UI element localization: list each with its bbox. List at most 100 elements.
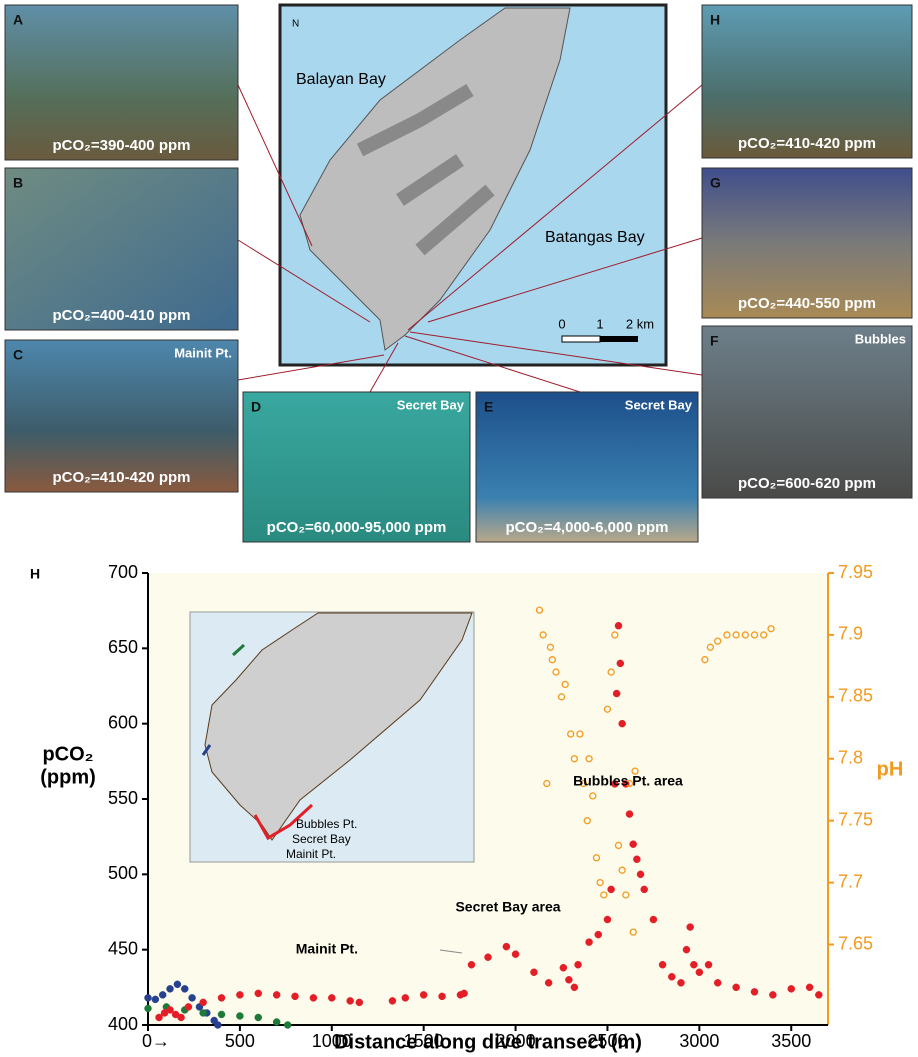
photo-label: G: [710, 175, 721, 191]
photo: [702, 326, 912, 498]
photo-caption: pCO₂=440-550 ppm: [738, 295, 876, 312]
scale-bar: [600, 336, 638, 342]
point: [145, 1005, 152, 1012]
point: [461, 990, 468, 997]
point: [560, 964, 567, 971]
y-label: pCO₂: [42, 743, 93, 765]
point: [402, 994, 409, 1001]
point: [181, 985, 188, 992]
point: [530, 969, 537, 976]
point: [615, 622, 622, 629]
y2-tick-label: 7.7: [838, 871, 863, 891]
north: N: [292, 19, 299, 30]
photo-caption: pCO₂=600-620 ppm: [738, 475, 876, 492]
point: [613, 690, 620, 697]
photo-caption: pCO₂=410-420 ppm: [53, 469, 191, 486]
x-tick-label: 3500: [771, 1031, 811, 1051]
point: [690, 961, 697, 968]
x-tick-label: 500: [225, 1031, 255, 1051]
point: [174, 981, 181, 988]
point: [769, 991, 776, 998]
photo-place: Secret Bay: [625, 397, 693, 412]
point: [714, 979, 721, 986]
y2-tick-label: 7.8: [838, 748, 863, 768]
photo-place: Mainit Pt.: [174, 345, 232, 360]
photo-caption: pCO₂=400-410 ppm: [53, 307, 191, 324]
point: [200, 999, 207, 1006]
point: [683, 946, 690, 953]
point: [439, 993, 446, 1000]
point: [284, 1022, 291, 1029]
annotation: Mainit Pt.: [296, 941, 358, 957]
point: [619, 720, 626, 727]
photo-label: C: [13, 347, 23, 363]
point: [733, 984, 740, 991]
x-tick-label: 2500: [587, 1031, 627, 1051]
photo-caption: pCO₂=60,000-95,000 ppm: [267, 519, 447, 536]
photo-label: F: [710, 333, 719, 349]
point: [167, 985, 174, 992]
photo-label: E: [484, 399, 493, 415]
point: [145, 994, 152, 1001]
y-tick-label: 400: [108, 1014, 138, 1034]
point: [586, 939, 593, 946]
inset-label: Mainit Pt.: [286, 847, 336, 861]
point: [255, 1014, 262, 1021]
point: [806, 984, 813, 991]
y-label: (ppm): [40, 766, 96, 788]
x-tick-label: 1500: [404, 1031, 444, 1051]
point: [420, 991, 427, 998]
photo-caption: pCO₂=390-400 ppm: [53, 137, 191, 154]
point: [328, 994, 335, 1001]
point: [178, 1014, 185, 1021]
point: [626, 811, 633, 818]
annotation: Bubbles Pt. area: [573, 773, 683, 789]
y2-label: pH: [877, 758, 904, 780]
inset-label: Bubbles Pt.: [296, 817, 357, 831]
inset-label: Secret Bay: [292, 832, 351, 846]
point: [659, 961, 666, 968]
photo-label: A: [13, 12, 23, 28]
point: [650, 916, 657, 923]
point: [255, 990, 262, 997]
point: [273, 1018, 280, 1025]
figure: N Balayan Bay Batangas Bay 0 1 2 km ApCO…: [0, 0, 918, 1057]
point: [485, 954, 492, 961]
point: [565, 976, 572, 983]
point: [356, 999, 363, 1006]
point: [575, 961, 582, 968]
point: [512, 951, 519, 958]
point: [604, 916, 611, 923]
scale-label: 2 km: [626, 316, 654, 331]
y-tick-label: 600: [108, 712, 138, 732]
photo: [5, 168, 238, 330]
point: [595, 931, 602, 938]
y2-tick-label: 7.85: [838, 686, 873, 706]
photo-place: Bubbles: [855, 331, 906, 346]
point: [633, 856, 640, 863]
point: [637, 871, 644, 878]
y2-tick-label: 7.9: [838, 624, 863, 644]
scale-label: 1: [596, 316, 603, 331]
point: [641, 886, 648, 893]
point: [236, 1012, 243, 1019]
photo-place: Secret Bay: [397, 397, 465, 412]
y-tick-label: 550: [108, 788, 138, 808]
x-tick-label: 3000: [679, 1031, 719, 1051]
point: [389, 997, 396, 1004]
point: [468, 961, 475, 968]
y-tick-label: 650: [108, 637, 138, 657]
point: [200, 1009, 207, 1016]
scale-label: 0: [558, 316, 565, 331]
point: [214, 1022, 221, 1029]
point: [292, 993, 299, 1000]
point: [696, 969, 703, 976]
point: [571, 984, 578, 991]
point: [503, 943, 510, 950]
point: [705, 961, 712, 968]
annotation: Secret Bay area: [455, 899, 560, 915]
panel-label: H: [30, 566, 40, 582]
point: [668, 973, 675, 980]
photo-caption: pCO₂=410-420 ppm: [738, 135, 876, 152]
x-tick-label: 2000: [496, 1031, 536, 1051]
